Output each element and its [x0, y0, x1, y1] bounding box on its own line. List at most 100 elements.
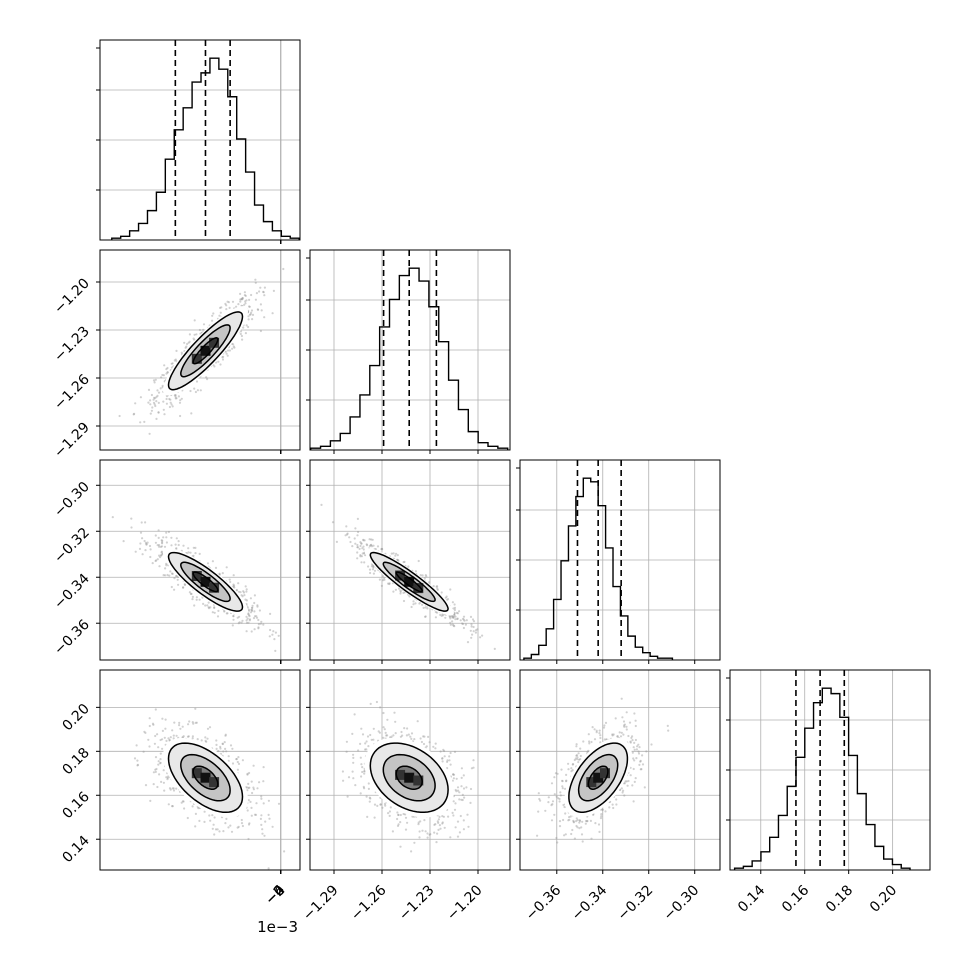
scatter-point	[463, 796, 466, 799]
scatter-point	[223, 610, 226, 613]
scatter-point	[452, 615, 455, 618]
panel-frame	[99, 459, 301, 661]
y-tick-label: −1.23	[51, 324, 93, 366]
scatter-point	[399, 589, 402, 592]
scatter-point	[187, 551, 190, 554]
scatter-point	[182, 735, 185, 738]
scatter-point	[182, 586, 185, 589]
scatter-point	[260, 620, 263, 623]
scatter-point	[158, 544, 161, 547]
scatter-point	[447, 815, 450, 818]
scatter-point	[207, 606, 210, 609]
scatter-point	[248, 786, 251, 789]
scatter-point	[373, 803, 377, 806]
scatter-point	[192, 722, 195, 725]
y-tick-label: 0.16	[59, 789, 92, 822]
scatter-point	[144, 731, 147, 734]
scatter-point	[177, 583, 180, 586]
scatter-point	[386, 718, 389, 721]
scatter-point	[248, 619, 251, 622]
scatter-point	[255, 292, 258, 295]
scatter-point	[335, 540, 338, 543]
scatter-point	[256, 604, 259, 607]
scatter-point	[422, 742, 426, 746]
scatter-point	[251, 608, 254, 611]
scatter-point	[153, 381, 156, 384]
scatter-point	[188, 591, 191, 594]
scatter-point	[424, 606, 427, 609]
scatter-point	[194, 812, 197, 815]
scatter-point	[206, 737, 209, 740]
scatter-point	[255, 802, 258, 805]
scatter-point	[434, 823, 437, 826]
scatter-point	[136, 759, 139, 762]
contour-line	[192, 765, 219, 790]
scatter-point	[261, 832, 264, 835]
scatter-point	[256, 605, 259, 608]
scatter-point	[197, 807, 200, 810]
scatter-point	[165, 536, 168, 539]
x-tick-label: −1.20	[444, 882, 486, 924]
scatter-point	[213, 365, 216, 368]
scatter-point	[418, 830, 421, 833]
scatter-point	[351, 732, 354, 735]
scatter-point	[472, 630, 475, 633]
scatter-point	[370, 565, 373, 568]
scatter-point	[135, 744, 138, 747]
scatter-point	[174, 358, 177, 361]
scatter-point	[426, 836, 429, 839]
scatter-point	[469, 615, 473, 618]
scatter-point	[443, 826, 446, 829]
scatter-point	[224, 734, 227, 737]
scatter-point	[241, 619, 244, 622]
scatter-point	[247, 613, 250, 616]
scatter-point	[363, 787, 366, 790]
scatter-point	[422, 606, 425, 609]
scatter-point	[359, 541, 362, 544]
scatter-point	[158, 545, 161, 548]
scatter-point	[148, 724, 151, 728]
scatter-point	[248, 822, 251, 825]
scatter-point	[232, 574, 235, 577]
density-peak	[413, 583, 424, 594]
scatter-point	[191, 737, 194, 740]
scatter-point	[360, 542, 363, 545]
scatter-point	[211, 319, 214, 322]
scatter-point	[232, 615, 235, 618]
scatter-point	[626, 784, 629, 787]
scatter-point	[454, 788, 457, 792]
scatter-point	[393, 711, 396, 714]
scatter-point	[418, 602, 421, 605]
panel-inner	[100, 460, 300, 660]
scatter-point	[417, 821, 420, 824]
panel-frame	[309, 459, 511, 661]
scatter-point	[207, 601, 210, 604]
scatter-point	[168, 405, 171, 409]
scatter-point	[356, 517, 359, 520]
scatter-point	[454, 826, 457, 829]
scatter-point	[421, 829, 424, 832]
scatter-point	[402, 561, 405, 564]
scatter-point	[169, 570, 172, 573]
scatter-point	[633, 712, 636, 715]
scatter-point	[366, 735, 370, 738]
scatter-point	[217, 360, 220, 363]
scatter-point	[371, 538, 374, 541]
scatter-point	[472, 766, 475, 769]
scatter-point	[167, 530, 170, 534]
scatter-point	[359, 756, 362, 759]
scatter-point	[175, 575, 178, 578]
scatter-point	[248, 618, 252, 621]
scatter-point	[427, 735, 430, 738]
scatter-point	[247, 608, 250, 611]
scatter-point	[165, 531, 168, 534]
scatter-point	[191, 735, 194, 738]
scatter-point	[474, 629, 478, 632]
scatter-point	[364, 742, 367, 745]
scatter-point	[161, 717, 164, 720]
scatter-point	[155, 396, 158, 399]
scatter-point	[199, 389, 202, 392]
scatter-point	[372, 565, 375, 568]
scatter-point	[463, 619, 466, 622]
